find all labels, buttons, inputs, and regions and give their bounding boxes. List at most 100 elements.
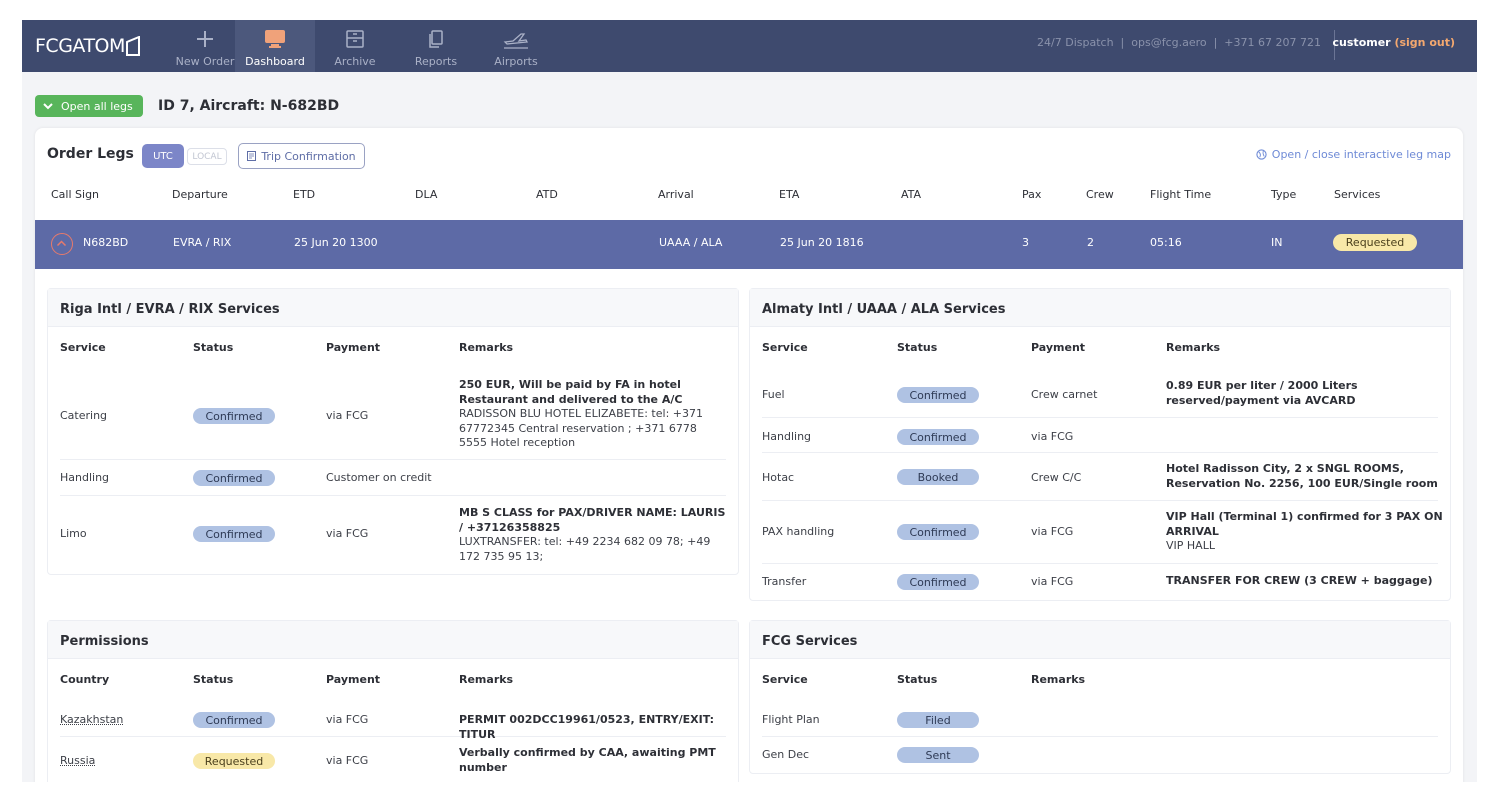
leg-map-link[interactable]: Open / close interactive leg map (1256, 148, 1451, 161)
table-row[interactable]: Handling Confirmed via FCG (762, 418, 1438, 453)
status-badge: Booked (897, 469, 979, 485)
status-badge: Confirmed (897, 387, 979, 403)
col-arrival: Arrival (658, 188, 694, 201)
nav-archive[interactable]: Archive (315, 20, 395, 72)
monitor-icon (265, 30, 285, 48)
nav-label: Reports (414, 55, 458, 68)
logo-mark-icon (125, 36, 140, 56)
user-menu: customer (sign out) (1333, 36, 1455, 49)
remarks-text: PERMIT 002DCC19961/0523, ENTRY/EXIT: TIT… (459, 713, 727, 742)
plus-icon (197, 31, 213, 47)
remarks-plain: VIP HALL (1166, 539, 1215, 552)
col-payment: Payment (326, 673, 381, 686)
nav-airports[interactable]: Airports (476, 20, 556, 72)
copy-icon (429, 30, 443, 48)
document-icon (247, 151, 257, 161)
remarks-bold: Verbally confirmed by CAA, awaiting PMT … (459, 746, 716, 774)
remarks-text: VIP Hall (Terminal 1) confirmed for 3 PA… (1166, 510, 1446, 554)
chevron-down-icon (43, 103, 53, 110)
remarks-bold: TRANSFER FOR CREW (3 CREW + baggage) (1166, 574, 1433, 587)
service-name: Fuel (762, 388, 785, 401)
col-remarks: Remarks (1166, 341, 1221, 354)
remarks-bold: Hotel Radisson City, 2 x SNGL ROOMS, Res… (1166, 462, 1438, 490)
nav-dashboard[interactable]: Dashboard (235, 20, 315, 72)
table-row[interactable]: Gen Dec Sent (762, 737, 1438, 771)
remarks-bold: VIP Hall (Terminal 1) confirmed for 3 PA… (1166, 510, 1443, 538)
collapse-leg-button[interactable] (51, 233, 73, 255)
almaty-services-title: Almaty Intl / UAAA / ALA Services (750, 289, 1450, 327)
leg-row[interactable]: N682BD EVRA / RIX 25 Jun 20 1300 UAAA / … (35, 220, 1463, 269)
col-country: Country (60, 673, 110, 686)
local-toggle[interactable]: LOCAL (187, 148, 227, 165)
leg-departure: EVRA / RIX (173, 236, 232, 249)
payment-value: Customer on credit (326, 471, 432, 484)
order-legs-card: Order Legs UTC LOCAL Trip Confirmation O… (35, 128, 1463, 782)
col-dla: DLA (415, 188, 438, 201)
col-payment: Payment (1031, 341, 1086, 354)
col-ata: ATA (901, 188, 922, 201)
username: customer (1332, 36, 1391, 49)
leg-flight-time: 05:16 (1150, 236, 1182, 249)
country-name[interactable]: Kazakhstan (60, 713, 124, 726)
col-call-sign: Call Sign (51, 188, 100, 201)
table-row[interactable]: Transfer Confirmed via FCG TRANSFER FOR … (762, 564, 1438, 600)
table-row[interactable]: Russia Requested via FCG Verbally confir… (60, 737, 726, 782)
chevron-up-icon (56, 240, 67, 247)
permissions-panel: Permissions Country Status Payment Remar… (47, 620, 739, 782)
service-name: Transfer (762, 575, 807, 588)
remarks-bold: MB S CLASS for PAX/DRIVER NAME: LAURIS /… (459, 506, 726, 534)
open-all-legs-button[interactable]: Open all legs (35, 95, 143, 117)
airplane-icon (503, 33, 529, 49)
fcg-services-panel: FCG Services Service Status Remarks Flig… (749, 620, 1451, 774)
table-row[interactable]: Catering Confirmed via FCG 250 EUR, Will… (60, 373, 726, 460)
leg-pax: 3 (1022, 236, 1029, 249)
nav-label: Airports (494, 55, 538, 68)
payment-value: via FCG (326, 713, 369, 726)
almaty-services-panel: Almaty Intl / UAAA / ALA Services Servic… (749, 288, 1451, 601)
top-navigation-bar: FCGATOM New Order Dashboard Archive Repo… (22, 20, 1477, 72)
table-row[interactable]: PAX handling Confirmed via FCG VIP Hall … (762, 501, 1443, 564)
order-legs-title: Order Legs (47, 146, 134, 162)
utc-toggle[interactable]: UTC (142, 144, 184, 168)
trip-confirmation-label: Trip Confirmation (261, 149, 356, 163)
fcg-services-title: FCG Services (750, 621, 1450, 659)
col-remarks: Remarks (459, 673, 514, 686)
table-row[interactable]: Fuel Confirmed Crew carnet 0.89 EUR per … (762, 373, 1438, 418)
riga-services-panel: Riga Intl / EVRA / RIX Services Service … (47, 288, 739, 575)
status-badge: Confirmed (193, 408, 275, 424)
nav-label: Archive (334, 55, 376, 68)
remarks-bold: PERMIT 002DCC19961/0523, ENTRY/EXIT: TIT… (459, 713, 715, 741)
status-badge: Requested (193, 753, 275, 769)
riga-services-title: Riga Intl / EVRA / RIX Services (48, 289, 738, 327)
country-name[interactable]: Russia (60, 754, 96, 767)
page-title: ID 7, Aircraft: N-682BD (158, 98, 340, 114)
nav-new-order[interactable]: New Order (165, 20, 245, 72)
col-atd: ATD (536, 188, 558, 201)
table-row[interactable]: Limo Confirmed via FCG MB S CLASS for PA… (60, 496, 726, 574)
nav-reports[interactable]: Reports (396, 20, 476, 72)
remarks-text: 0.89 EUR per liter / 2000 Liters reserve… (1166, 379, 1446, 408)
col-payment: Payment (326, 341, 381, 354)
globe-icon (1256, 149, 1267, 160)
leg-call-sign: N682BD (83, 236, 129, 249)
remarks-bold: 0.89 EUR per liter / 2000 Liters reserve… (1166, 379, 1358, 407)
sign-out-link[interactable]: (sign out) (1394, 36, 1455, 49)
col-pax: Pax (1022, 188, 1042, 201)
legs-table-header: Call Sign Departure ETD DLA ATD Arrival … (35, 188, 1463, 204)
table-row[interactable]: Kazakhstan Confirmed via FCG PERMIT 002D… (60, 701, 726, 741)
col-service: Service (762, 673, 808, 686)
remarks-text: TRANSFER FOR CREW (3 CREW + baggage) (1166, 574, 1446, 589)
remarks-bold: 250 EUR, Will be paid by FA in hotel Res… (459, 378, 683, 406)
table-row[interactable]: Handling Confirmed Customer on credit (60, 460, 726, 496)
payment-value: via FCG (326, 527, 369, 540)
table-row[interactable]: Hotac Booked Crew C/C Hotel Radisson Cit… (762, 453, 1438, 501)
col-departure: Departure (172, 188, 228, 201)
status-badge: Confirmed (193, 470, 275, 486)
service-name: Handling (762, 430, 812, 443)
col-status: Status (897, 673, 938, 686)
remarks-plain: RADISSON BLU HOTEL ELIZABETE: tel: +371 … (459, 407, 703, 449)
logo[interactable]: FCGATOM (35, 33, 140, 59)
remarks-text: Verbally confirmed by CAA, awaiting PMT … (459, 746, 727, 775)
table-row[interactable]: Flight Plan Filed (762, 701, 1438, 737)
trip-confirmation-button[interactable]: Trip Confirmation (238, 143, 365, 169)
